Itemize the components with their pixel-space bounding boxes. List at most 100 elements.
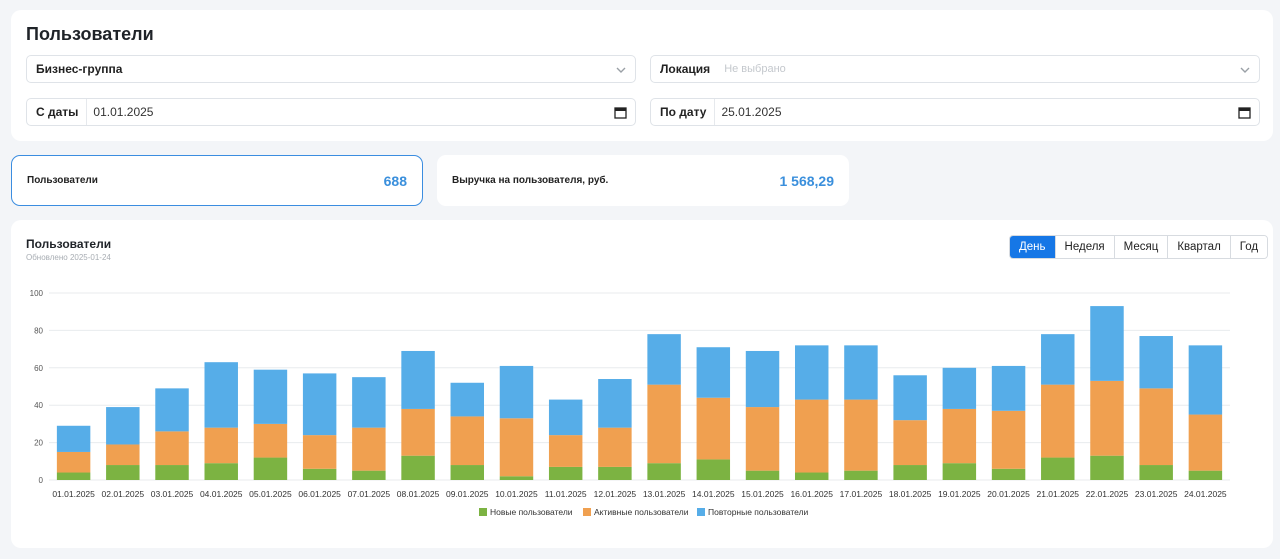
bar-segment (302, 435, 337, 469)
bar-segment (155, 388, 189, 432)
bar-segment (1090, 455, 1124, 480)
legend-swatch (479, 508, 487, 516)
period-quarter-button[interactable]: Квартал (1167, 236, 1230, 258)
date-to-label: По дату (660, 105, 707, 119)
legend-label: Новые пользователи (490, 507, 573, 517)
chart-updated: Обновлено 2025-01-24 (26, 253, 111, 262)
bar-segment (991, 468, 1026, 480)
bar-segment (1139, 388, 1173, 466)
period-month-button[interactable]: Месяц (1113, 236, 1168, 258)
business-group-select[interactable]: Бизнес-группа (26, 55, 636, 83)
x-tick-label: 03.01.2025 (151, 489, 194, 499)
bar-segment (499, 365, 534, 419)
y-tick-label: 80 (34, 326, 43, 335)
bar-segment (155, 431, 189, 466)
bar-segment (844, 399, 878, 471)
bar-segment (1139, 336, 1173, 389)
bar-segment (794, 399, 829, 473)
bar-segment (106, 444, 140, 466)
x-tick-label: 06.01.2025 (298, 489, 341, 499)
users-stacked-bar-chart: 0 20 40 60 80 100 01.01.2025 02.01.2025 03.01.20… (30, 289, 1230, 517)
bar-segment (1041, 457, 1075, 480)
bar-segment (1041, 334, 1075, 385)
bar-segment (696, 347, 731, 398)
bar-segment (598, 466, 632, 480)
kpi-users-label: Пользователи (27, 175, 98, 186)
x-tick-label: 23.01.2025 (1135, 489, 1178, 499)
x-tick-label: 21.01.2025 (1036, 489, 1079, 499)
y-tick-label: 100 (30, 289, 44, 298)
chart-title: Пользователи (26, 237, 112, 251)
calendar-icon[interactable] (1238, 106, 1251, 119)
bar-segment (1090, 306, 1124, 381)
y-tick-label: 60 (34, 364, 43, 373)
calendar-icon[interactable] (614, 106, 627, 119)
bar-segment (204, 427, 238, 464)
bar-segment (548, 466, 583, 480)
bar-segment (647, 463, 681, 480)
bar-segment (450, 382, 485, 417)
bar-segment (942, 367, 977, 409)
bar-segment (1188, 414, 1223, 471)
bar-segment (991, 365, 1026, 411)
bar-segment (745, 407, 780, 471)
bar-segment (204, 463, 238, 480)
bar-segment (1188, 470, 1223, 480)
date-from-field[interactable]: С даты 01.01.2025 (26, 98, 636, 126)
x-tick-label: 24.01.2025 (1184, 489, 1227, 499)
users-chart-card: Пользователи Обновлено 2025-01-24 День Н… (11, 220, 1273, 548)
location-select[interactable]: Локация Не выбрано (650, 55, 1260, 83)
x-tick-label: 11.01.2025 (545, 489, 587, 499)
bar-segment (204, 362, 238, 428)
kpi-revenue-label: Выручка на пользователя, руб. (452, 175, 609, 186)
bar-segment (942, 463, 977, 480)
bar-segment (1041, 384, 1075, 458)
bar-segment (794, 345, 829, 400)
x-tick-label: 05.01.2025 (249, 489, 292, 499)
bar-segment (56, 451, 91, 473)
y-tick-label: 20 (34, 439, 43, 448)
x-tick-label: 16.01.2025 (790, 489, 833, 499)
bar-segment (942, 408, 977, 464)
x-tick-label: 04.01.2025 (200, 489, 243, 499)
location-placeholder: Не выбрано (724, 63, 786, 75)
legend-swatch (583, 508, 591, 516)
legend-label: Повторные пользователи (708, 507, 809, 517)
period-year-button[interactable]: Год (1229, 236, 1268, 258)
x-tick-label: 09.01.2025 (446, 489, 489, 499)
y-tick-label: 40 (34, 401, 43, 410)
bar-segment (401, 350, 435, 409)
bar-segment (844, 345, 878, 400)
x-tick-label: 07.01.2025 (348, 489, 391, 499)
kpi-users-value: 688 (383, 172, 407, 189)
bar-segment (598, 427, 632, 467)
x-tick-label: 19.01.2025 (938, 489, 981, 499)
bar-segment (499, 476, 534, 480)
kpi-users-card[interactable]: Пользователи 688 (11, 155, 423, 206)
period-week-button[interactable]: Неделя (1054, 236, 1114, 258)
chevron-down-icon (616, 67, 626, 73)
kpi-revenue-card[interactable]: Выручка на пользователя, руб. 1 568,29 (437, 155, 849, 206)
bar-segment (401, 408, 435, 456)
x-tick-label: 14.01.2025 (692, 489, 735, 499)
period-day-button[interactable]: День (1010, 236, 1055, 258)
bar-segment (598, 379, 632, 428)
bar-segment (745, 350, 780, 408)
bar-segment (253, 423, 288, 458)
bar-segment (548, 435, 583, 467)
bar-segment (302, 373, 337, 436)
chevron-down-icon (1240, 67, 1250, 73)
bar-segment (106, 407, 140, 445)
bar-segment (401, 455, 435, 480)
bar-segment (647, 334, 681, 385)
x-tick-label: 13.01.2025 (643, 489, 686, 499)
bar-segment (647, 384, 681, 464)
date-to-field[interactable]: По дату 25.01.2025 (650, 98, 1260, 126)
date-from-label: С даты (36, 105, 79, 119)
x-tick-label: 08.01.2025 (397, 489, 440, 499)
bar-segment (794, 472, 829, 480)
bar-segment (253, 369, 288, 424)
x-tick-label: 18.01.2025 (889, 489, 932, 499)
bar-segment (1188, 345, 1223, 415)
bar-segment (696, 397, 731, 460)
